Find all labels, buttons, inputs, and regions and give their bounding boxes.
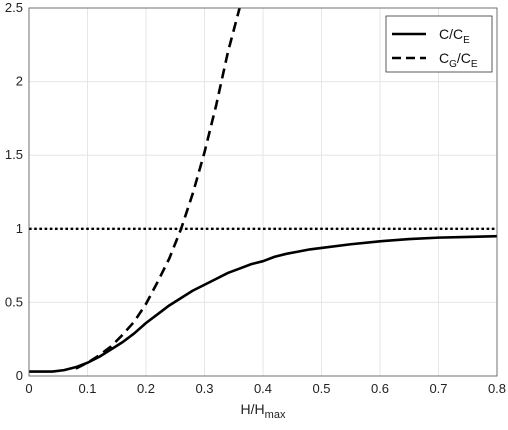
plot-frame: [28, 7, 498, 377]
series-layer: [29, 7, 498, 373]
x-tick-label: 0.2: [137, 381, 155, 396]
x-tick-label: 0.1: [78, 381, 96, 396]
series-line-c-ce: [29, 234, 498, 373]
y-tick-label: 2: [16, 74, 23, 89]
y-tick-label: 1: [16, 221, 23, 236]
x-tick-label: 0.4: [254, 381, 272, 396]
ticks: 0 0.1 0.2 0.3 0.4 0.5 0.6 0.7 0.8 0 0.5 1 1.5 2 2.5: [5, 0, 506, 396]
x-tick-label: 0: [25, 381, 32, 396]
y-tick-label: 2.5: [5, 0, 23, 15]
y-tick-label: 1.5: [5, 147, 23, 162]
x-tick-label: 0.7: [429, 381, 447, 396]
legend: C/CE CG/CE: [385, 15, 493, 73]
legend-label-cg-ce: CG/CE: [439, 50, 478, 70]
y-tick-label: 0.5: [5, 294, 23, 309]
x-tick-label: 0.3: [195, 381, 213, 396]
x-tick-label: 0.8: [488, 381, 506, 396]
x-axis-title: H/Hmax: [241, 401, 286, 421]
x-tick-label: 0.5: [312, 381, 330, 396]
x-tick-label: 0.6: [371, 381, 389, 396]
series-line-cg-ce: [75, 7, 241, 370]
legend-label-c-ce: C/CE: [439, 26, 470, 46]
legend-box: [385, 15, 493, 73]
y-tick-label: 0: [16, 368, 23, 383]
